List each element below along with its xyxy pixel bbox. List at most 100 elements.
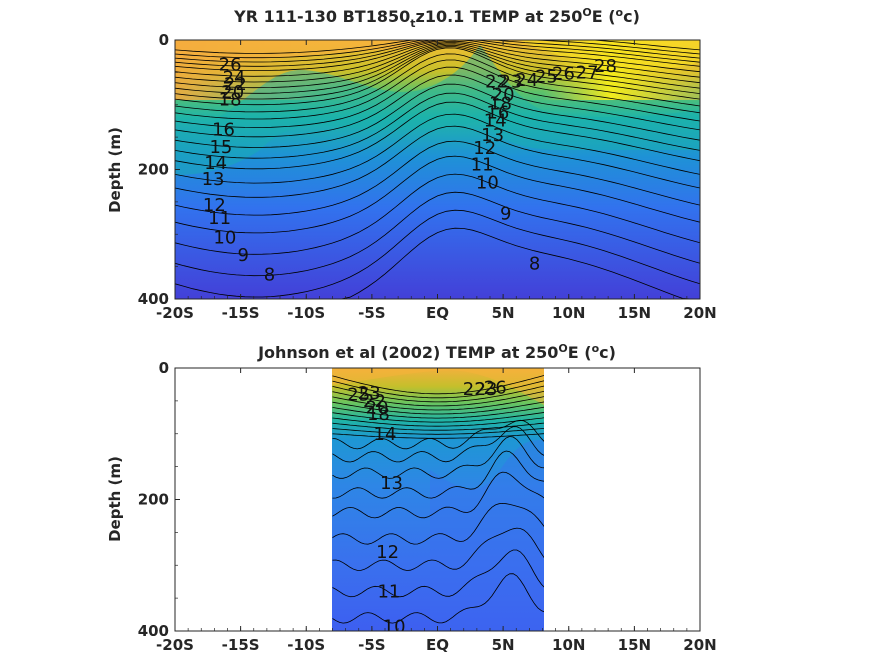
contour-line	[175, 47, 700, 106]
panel-2-ticks: -20S -15S -10S -5S EQ 5N 10N 15N 20N 0 200 400	[138, 359, 717, 654]
x-tick-label: 10N	[552, 636, 585, 654]
panel-2-contour-lines	[332, 375, 544, 624]
contour-label: 9	[238, 245, 249, 266]
x-tick-label: -20S	[156, 304, 194, 322]
panel-1-ylabel: Depth (m)	[106, 127, 124, 213]
contour-label: 11	[208, 208, 231, 229]
contour-line	[175, 191, 700, 277]
x-tick-label: -20S	[156, 636, 194, 654]
contour-line	[332, 471, 544, 519]
contour-label: 14	[484, 110, 507, 131]
x-tick-label: -15S	[222, 636, 260, 654]
contour-label: 23	[475, 379, 498, 400]
x-tick-label: -10S	[287, 304, 325, 322]
contour-label: 28	[594, 56, 617, 77]
x-tick-label: 20N	[683, 304, 716, 322]
contour-label: 26	[484, 378, 507, 399]
contour-line	[332, 422, 544, 431]
panel-2-warm-surface	[332, 368, 544, 405]
contour-label: 22	[463, 379, 486, 400]
contour-line	[175, 40, 700, 59]
panel-1-thermocline-band	[175, 45, 700, 175]
contour-line	[175, 173, 700, 255]
x-tick-label: 15N	[618, 304, 651, 322]
y-tick-label: 0	[159, 31, 169, 49]
contour-label: 20	[492, 84, 515, 105]
contour-line	[332, 417, 544, 427]
contour-label: 22	[485, 71, 508, 92]
contour-line	[332, 427, 544, 435]
x-tick-label: EQ	[426, 304, 449, 322]
contour-label: 13	[481, 125, 504, 146]
contour-line	[332, 433, 544, 439]
contour-line	[175, 227, 700, 299]
x-tick-label: EQ	[426, 636, 449, 654]
contour-label: 13	[380, 473, 403, 494]
contour-line	[175, 155, 700, 234]
contour-line	[332, 385, 544, 403]
contour-label: 11	[471, 154, 494, 175]
contour-line	[175, 44, 700, 94]
contour-label: 12	[203, 195, 226, 216]
contour-label: 16	[486, 103, 509, 124]
x-tick-label: 10N	[552, 304, 585, 322]
contour-label: 26	[219, 55, 242, 76]
contour-label: 10	[213, 227, 236, 248]
contour-line	[332, 549, 544, 598]
contour-line	[175, 209, 700, 298]
x-tick-label: -10S	[287, 636, 325, 654]
contour-label: 15	[209, 137, 232, 158]
y-tick-label: 0	[159, 359, 169, 377]
contour-label: 10	[383, 616, 406, 637]
contour-line	[332, 502, 544, 545]
contour-label: 14	[374, 424, 397, 445]
contour-label: 8	[529, 253, 540, 274]
panel-2-ylabel: Depth (m)	[106, 456, 124, 542]
contour-label: 25	[535, 66, 558, 87]
contour-line	[175, 46, 700, 100]
panel-2-title: Johnson et al (2002) TEMP at 250OE (oc)	[257, 342, 616, 362]
y-tick-label: 400	[138, 290, 169, 308]
contour-line	[175, 66, 700, 128]
y-tick-label: 200	[138, 161, 169, 179]
contour-label: 16	[212, 119, 235, 140]
contour-label: 12	[376, 542, 399, 563]
contour-label: 13	[202, 169, 225, 190]
panel-2-colorfield	[332, 368, 544, 631]
contour-line	[175, 140, 700, 216]
x-tick-label: 20N	[683, 636, 716, 654]
panel-1-warm-pool-east	[520, 40, 700, 70]
contour-line	[175, 53, 700, 113]
x-tick-label: -15S	[222, 304, 260, 322]
contour-label: 25	[347, 384, 370, 405]
contour-line	[175, 74, 700, 138]
contour-line	[332, 412, 544, 423]
contour-label: 22	[224, 74, 247, 95]
contour-line	[175, 83, 700, 148]
contour-line	[175, 101, 700, 170]
contour-label: 18	[219, 90, 242, 111]
contour-line	[175, 125, 700, 198]
contour-line	[332, 450, 544, 499]
contour-line	[332, 390, 544, 407]
x-tick-label: -5S	[358, 636, 385, 654]
y-tick-label: 200	[138, 491, 169, 509]
panel-1: YR 111-130 BT1850tz10.1 TEMP at 250OE (o…	[106, 6, 717, 322]
contour-label: 27	[576, 62, 599, 83]
contour-label: 11	[377, 582, 400, 603]
contour-line	[332, 573, 544, 624]
contour-label: 18	[367, 404, 390, 425]
y-tick-label: 400	[138, 622, 169, 640]
contour-line	[175, 59, 700, 120]
contour-line	[332, 527, 544, 571]
contour-line	[332, 419, 544, 450]
contour-label: 23	[358, 383, 381, 404]
contour-label: 26	[552, 64, 575, 85]
x-tick-label: 15N	[618, 636, 651, 654]
contour-label: 14	[204, 153, 227, 174]
panel-1-title: YR 111-130 BT1850tz10.1 TEMP at 250OE (o…	[233, 6, 640, 30]
panel-1-warm-pool-west	[175, 40, 450, 62]
